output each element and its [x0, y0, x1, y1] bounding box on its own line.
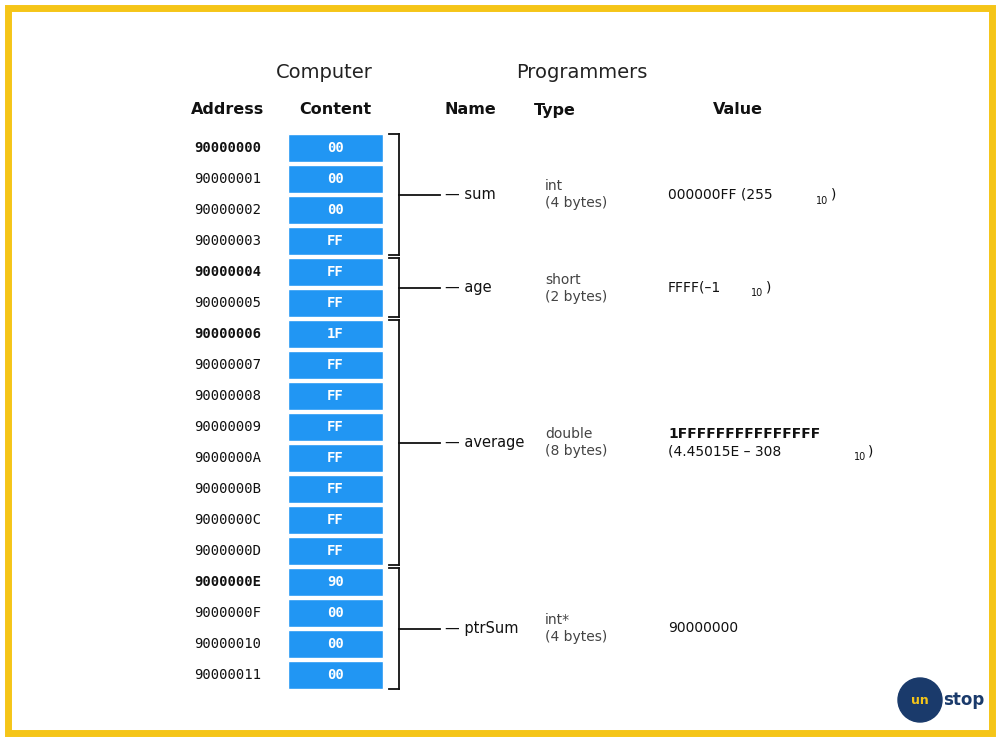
FancyBboxPatch shape — [288, 445, 383, 471]
Text: 9000000F: 9000000F — [194, 606, 262, 620]
Text: Type: Type — [534, 102, 576, 118]
Text: 10: 10 — [816, 196, 828, 205]
Text: 00: 00 — [327, 203, 344, 217]
Text: 9000000D: 9000000D — [194, 544, 262, 558]
Text: 00: 00 — [327, 668, 344, 682]
Text: Name: Name — [444, 102, 496, 118]
Text: 1FFFFFFFFFFFFFFF: 1FFFFFFFFFFFFFFF — [668, 427, 820, 440]
Text: FF: FF — [327, 358, 344, 372]
Text: 00: 00 — [327, 172, 344, 186]
Text: FF: FF — [327, 544, 344, 558]
FancyBboxPatch shape — [288, 568, 383, 596]
Text: 9000000C: 9000000C — [194, 513, 262, 527]
FancyBboxPatch shape — [288, 351, 383, 379]
Text: 90000010: 90000010 — [194, 637, 262, 651]
FancyBboxPatch shape — [288, 599, 383, 627]
FancyBboxPatch shape — [288, 413, 383, 441]
Text: FF: FF — [327, 265, 344, 279]
Text: 10: 10 — [751, 288, 763, 299]
Text: 9000000A: 9000000A — [194, 451, 262, 465]
Text: FF: FF — [327, 513, 344, 527]
Text: ): ) — [868, 445, 873, 459]
Text: 90000000: 90000000 — [194, 141, 262, 155]
Text: FF: FF — [327, 234, 344, 248]
Text: double: double — [545, 428, 592, 442]
Text: Value: Value — [713, 102, 763, 118]
FancyBboxPatch shape — [288, 506, 383, 534]
Text: 1F: 1F — [327, 327, 344, 341]
Text: FF: FF — [327, 389, 344, 403]
Text: — sum: — sum — [445, 187, 496, 202]
FancyBboxPatch shape — [288, 165, 383, 193]
Text: short: short — [545, 273, 581, 287]
Text: FF: FF — [327, 420, 344, 434]
Text: 90000009: 90000009 — [194, 420, 262, 434]
FancyBboxPatch shape — [288, 259, 383, 285]
Text: 90000002: 90000002 — [194, 203, 262, 217]
Text: FF: FF — [327, 482, 344, 496]
Text: (4 bytes): (4 bytes) — [545, 631, 607, 645]
Text: 90000007: 90000007 — [194, 358, 262, 372]
Text: (2 bytes): (2 bytes) — [545, 290, 607, 304]
Text: 00: 00 — [327, 606, 344, 620]
FancyBboxPatch shape — [288, 537, 383, 565]
Text: 90: 90 — [327, 575, 344, 589]
Text: FF: FF — [327, 296, 344, 310]
Text: Content: Content — [299, 102, 372, 118]
Text: 90000006: 90000006 — [194, 327, 262, 341]
Text: int*: int* — [545, 614, 570, 628]
Text: 90000001: 90000001 — [194, 172, 262, 186]
Text: 90000008: 90000008 — [194, 389, 262, 403]
Text: Computer: Computer — [276, 62, 372, 82]
FancyBboxPatch shape — [288, 289, 383, 316]
Text: Programmers: Programmers — [516, 62, 648, 82]
Text: ): ) — [831, 187, 836, 202]
Text: 90000004: 90000004 — [194, 265, 262, 279]
FancyBboxPatch shape — [288, 476, 383, 502]
Text: 90000005: 90000005 — [194, 296, 262, 310]
FancyBboxPatch shape — [288, 631, 383, 658]
FancyBboxPatch shape — [288, 196, 383, 224]
FancyBboxPatch shape — [288, 662, 383, 688]
Text: 00: 00 — [327, 637, 344, 651]
Text: FF: FF — [327, 451, 344, 465]
Text: ): ) — [766, 281, 771, 294]
Text: FFFF(–1: FFFF(–1 — [668, 281, 721, 294]
FancyBboxPatch shape — [288, 134, 383, 162]
Text: 9000000E: 9000000E — [194, 575, 262, 589]
Text: — average: — average — [445, 435, 524, 450]
Text: Address: Address — [191, 102, 265, 118]
Text: 000000FF (255: 000000FF (255 — [668, 187, 773, 202]
FancyBboxPatch shape — [288, 382, 383, 410]
Text: un: un — [911, 694, 929, 706]
Text: 10: 10 — [854, 453, 866, 462]
FancyBboxPatch shape — [288, 227, 383, 255]
Text: — ptrSum: — ptrSum — [445, 621, 518, 636]
Text: int: int — [545, 179, 563, 193]
Text: (8 bytes): (8 bytes) — [545, 445, 607, 459]
Circle shape — [898, 678, 942, 722]
Text: (4.45015E – 308: (4.45015E – 308 — [668, 445, 781, 459]
Text: 90000011: 90000011 — [194, 668, 262, 682]
FancyBboxPatch shape — [288, 320, 383, 348]
Text: 9000000B: 9000000B — [194, 482, 262, 496]
Text: 90000003: 90000003 — [194, 234, 262, 248]
Text: 90000000: 90000000 — [668, 622, 738, 636]
Text: 00: 00 — [327, 141, 344, 155]
Text: — age: — age — [445, 280, 492, 295]
Text: stop: stop — [943, 691, 985, 709]
Text: (4 bytes): (4 bytes) — [545, 196, 607, 210]
